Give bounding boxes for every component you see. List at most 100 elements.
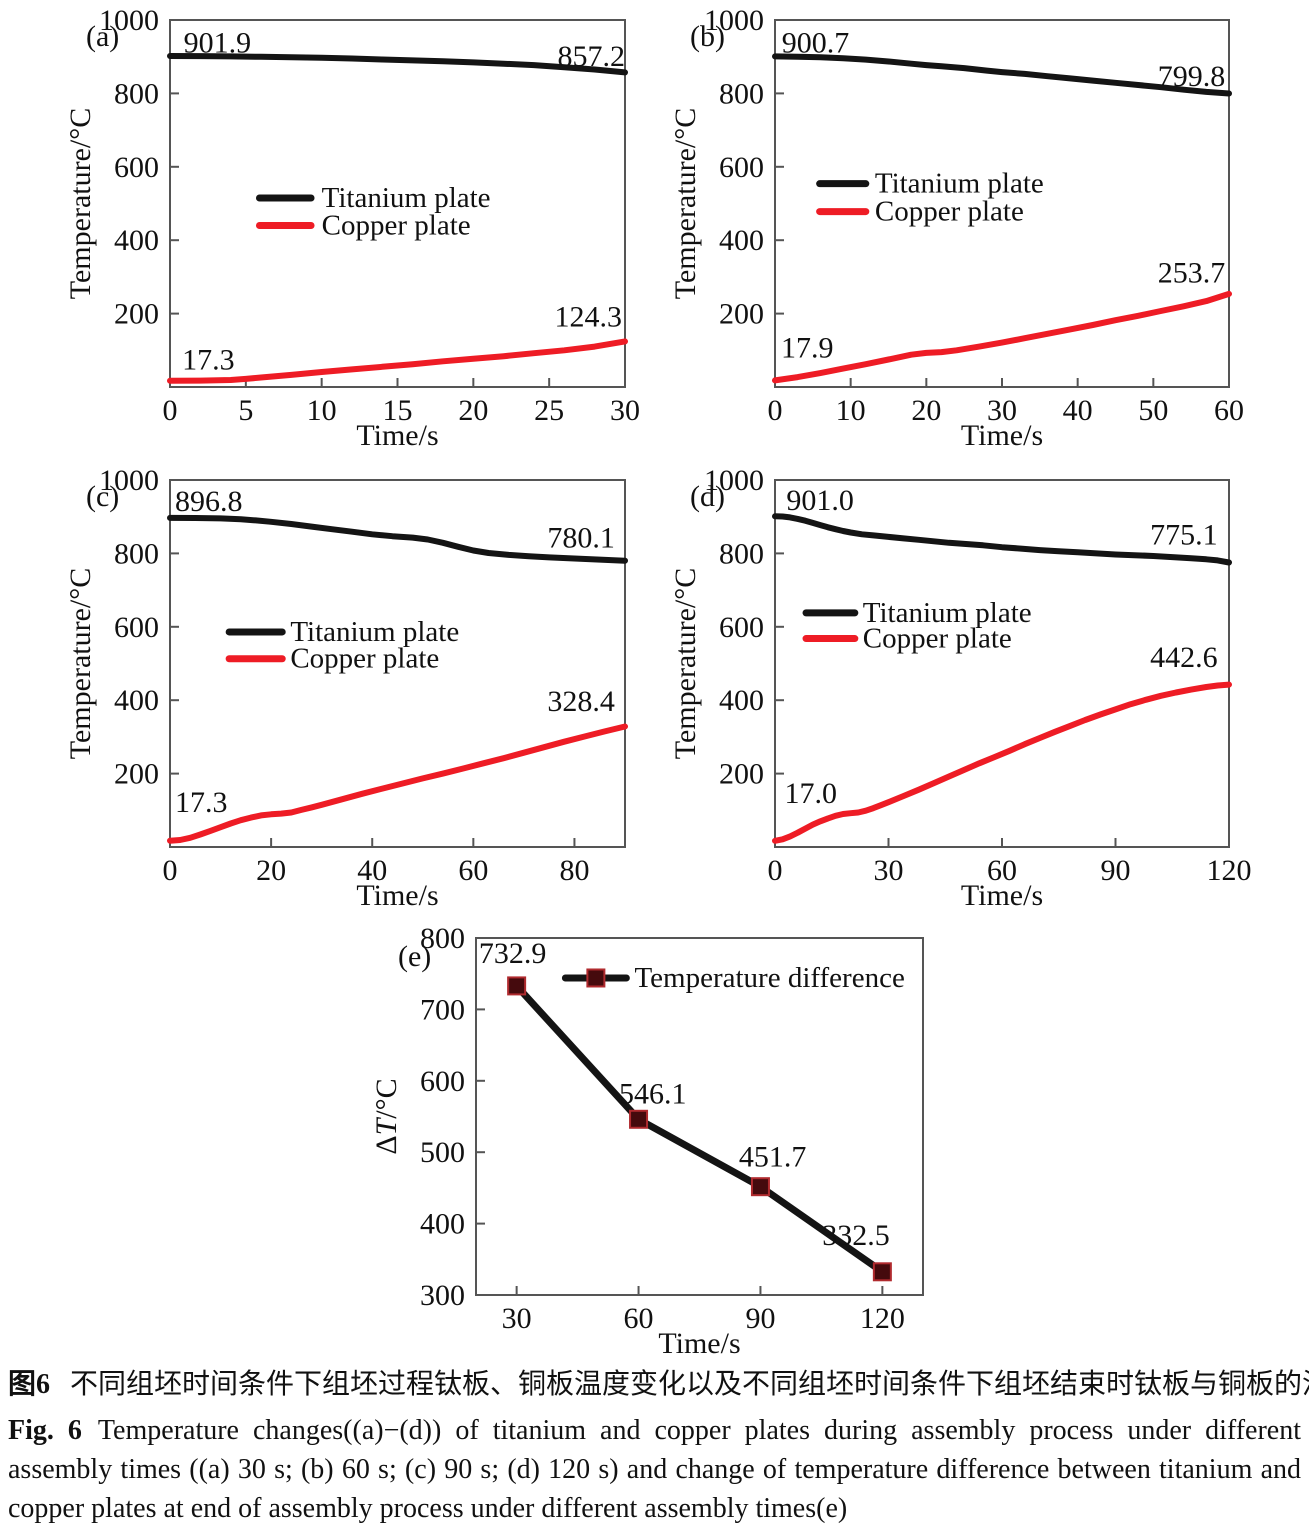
x-tick-label: 60	[458, 854, 488, 887]
y-tick-label: 800	[420, 922, 465, 955]
legend-label: Copper plate	[322, 210, 471, 242]
y-tick-label: 800	[719, 77, 764, 110]
value-annotation: 328.4	[547, 685, 615, 718]
y-tick-label: 1000	[99, 464, 159, 497]
value-annotation: 775.1	[1150, 519, 1218, 552]
value-annotation: 124.3	[554, 300, 622, 333]
x-axis-label: Time/s	[961, 879, 1043, 912]
x-tick-label: 30	[874, 854, 904, 887]
x-tick-label: 0	[163, 394, 178, 427]
caption-zh-label: 图6	[8, 1369, 51, 1400]
caption-en: Fig. 6 Temperature changes((a)−(d)) of ti…	[8, 1411, 1301, 1526]
x-tick-label: 30	[987, 394, 1017, 427]
value-annotation: 17.3	[175, 786, 228, 819]
y-tick-label: 600	[420, 1065, 465, 1098]
y-tick-label: 1000	[704, 464, 764, 497]
value-annotation: 900.7	[782, 26, 850, 59]
y-tick-label: 400	[719, 684, 764, 717]
value-annotation: 442.6	[1150, 641, 1218, 674]
y-tick-label: 400	[719, 224, 764, 257]
x-tick-label: 80	[559, 854, 589, 887]
x-tick-label: 90	[745, 1302, 775, 1335]
charts-canvas: 0 5 10 15 20 25 302004006008001000Time/sTemper…	[64, 4, 1252, 1360]
y-tick-label: 800	[114, 537, 159, 570]
panel-a: 0 5 10 15 20 25 30 200 400 600 800 1000 Time/s Temper…	[64, 4, 640, 452]
y-tick-label: 500	[420, 1136, 465, 1169]
y-axis-label: ΔT/°C	[370, 1078, 403, 1154]
panel-c: 0 20 40 60 80 200 400 600 800 1000 Time/s Temperatu…	[64, 464, 628, 912]
y-tick-label: 400	[114, 224, 159, 257]
panel-letter-label: (c)	[86, 480, 119, 513]
y-tick-label: 800	[719, 537, 764, 570]
panel-b: 0 10 20 30 40 50 60 200 400 600 800 1000 Time/s Tempe…	[669, 4, 1244, 452]
legend-label: Titanium plate	[863, 597, 1032, 629]
panel-letter-label: (a)	[86, 20, 119, 53]
x-tick-label: 0	[768, 394, 783, 427]
x-tick-label: 30	[502, 1302, 532, 1335]
value-annotation: 799.8	[1158, 60, 1226, 93]
legend-label: Temperature difference	[634, 962, 904, 994]
panel-a-series-line	[167, 53, 628, 76]
value-annotation: 546.1	[619, 1078, 687, 1111]
data-point-marker	[872, 1262, 892, 1282]
x-tick-label: 5	[238, 394, 253, 427]
x-tick-label: 20	[458, 394, 488, 427]
y-tick-label: 1000	[99, 4, 159, 37]
panel-b-series-line	[772, 290, 1232, 384]
panel-e: 30 60 90 120 300 400 500 600 700 800 Time/s ΔT/°C 73…	[370, 922, 924, 1360]
x-tick-label: 20	[911, 394, 941, 427]
x-tick-label: 120	[860, 1302, 905, 1335]
caption-en-text: Temperature changes((a)−(d)) of titanium…	[8, 1415, 1301, 1524]
panel-letter-label: (b)	[690, 20, 725, 53]
caption-en-label: Fig. 6	[8, 1415, 82, 1446]
y-axis-label: Temperature/°C	[669, 108, 702, 299]
y-tick-label: 600	[114, 611, 159, 644]
y-tick-label: 600	[719, 611, 764, 644]
legend-label: Copper plate	[290, 643, 439, 675]
x-axis-label: Time/s	[356, 419, 438, 452]
y-tick-label: 300	[420, 1279, 465, 1312]
value-annotation: 901.9	[184, 26, 252, 59]
y-axis-label: Temperature/°C	[64, 108, 97, 299]
y-axis-label: Temperature/°C	[669, 568, 702, 759]
x-tick-label: 25	[534, 394, 564, 427]
value-annotation: 896.8	[175, 485, 243, 518]
figure-caption: 图6 不同组坯时间条件下组坯过程钛板、铜板温度变化以及不同组坯时间条件下组坯结束时…	[0, 1362, 1309, 1526]
data-point-marker	[750, 1177, 770, 1197]
legend-marker-sample	[586, 968, 606, 988]
x-tick-label: 40	[357, 854, 387, 887]
y-tick-label: 400	[114, 684, 159, 717]
panel-d-series-line	[772, 681, 1232, 844]
value-annotation: 451.7	[739, 1140, 807, 1173]
panel-d-series-line	[772, 513, 1232, 566]
panel-a-series-line	[167, 338, 628, 384]
panel-letter-label: (e)	[398, 940, 431, 973]
y-tick-label: 200	[719, 758, 764, 791]
x-tick-label: 0	[163, 854, 178, 887]
value-annotation: 901.0	[786, 484, 854, 517]
x-axis-label: Time/s	[961, 419, 1043, 452]
x-tick-label: 0	[768, 854, 783, 887]
legend-label: Titanium plate	[322, 182, 491, 214]
panel-c-series-line	[167, 723, 628, 844]
x-tick-label: 10	[307, 394, 337, 427]
value-annotation: 332.5	[822, 1219, 890, 1252]
value-annotation: 17.9	[781, 332, 834, 365]
legend-label: Copper plate	[863, 623, 1012, 655]
x-tick-label: 60	[987, 854, 1017, 887]
y-tick-label: 200	[719, 298, 764, 331]
x-tick-label: 60	[624, 1302, 654, 1335]
data-point-marker	[507, 976, 527, 996]
y-tick-label: 200	[114, 298, 159, 331]
x-tick-label: 120	[1207, 854, 1252, 887]
legend-label: Titanium plate	[290, 616, 459, 648]
panel-e-plot-box	[475, 937, 924, 1296]
legend-label: Copper plate	[875, 196, 1024, 228]
value-annotation: 857.2	[558, 40, 626, 73]
x-tick-label: 20	[256, 854, 286, 887]
panel-letter-label: (d)	[690, 480, 725, 513]
value-annotation: 732.9	[479, 937, 547, 970]
panel-d: 0 30 60 90 120 200 400 600 800 1000 Time/s Temperat…	[669, 464, 1252, 912]
value-annotation: 780.1	[547, 522, 615, 555]
